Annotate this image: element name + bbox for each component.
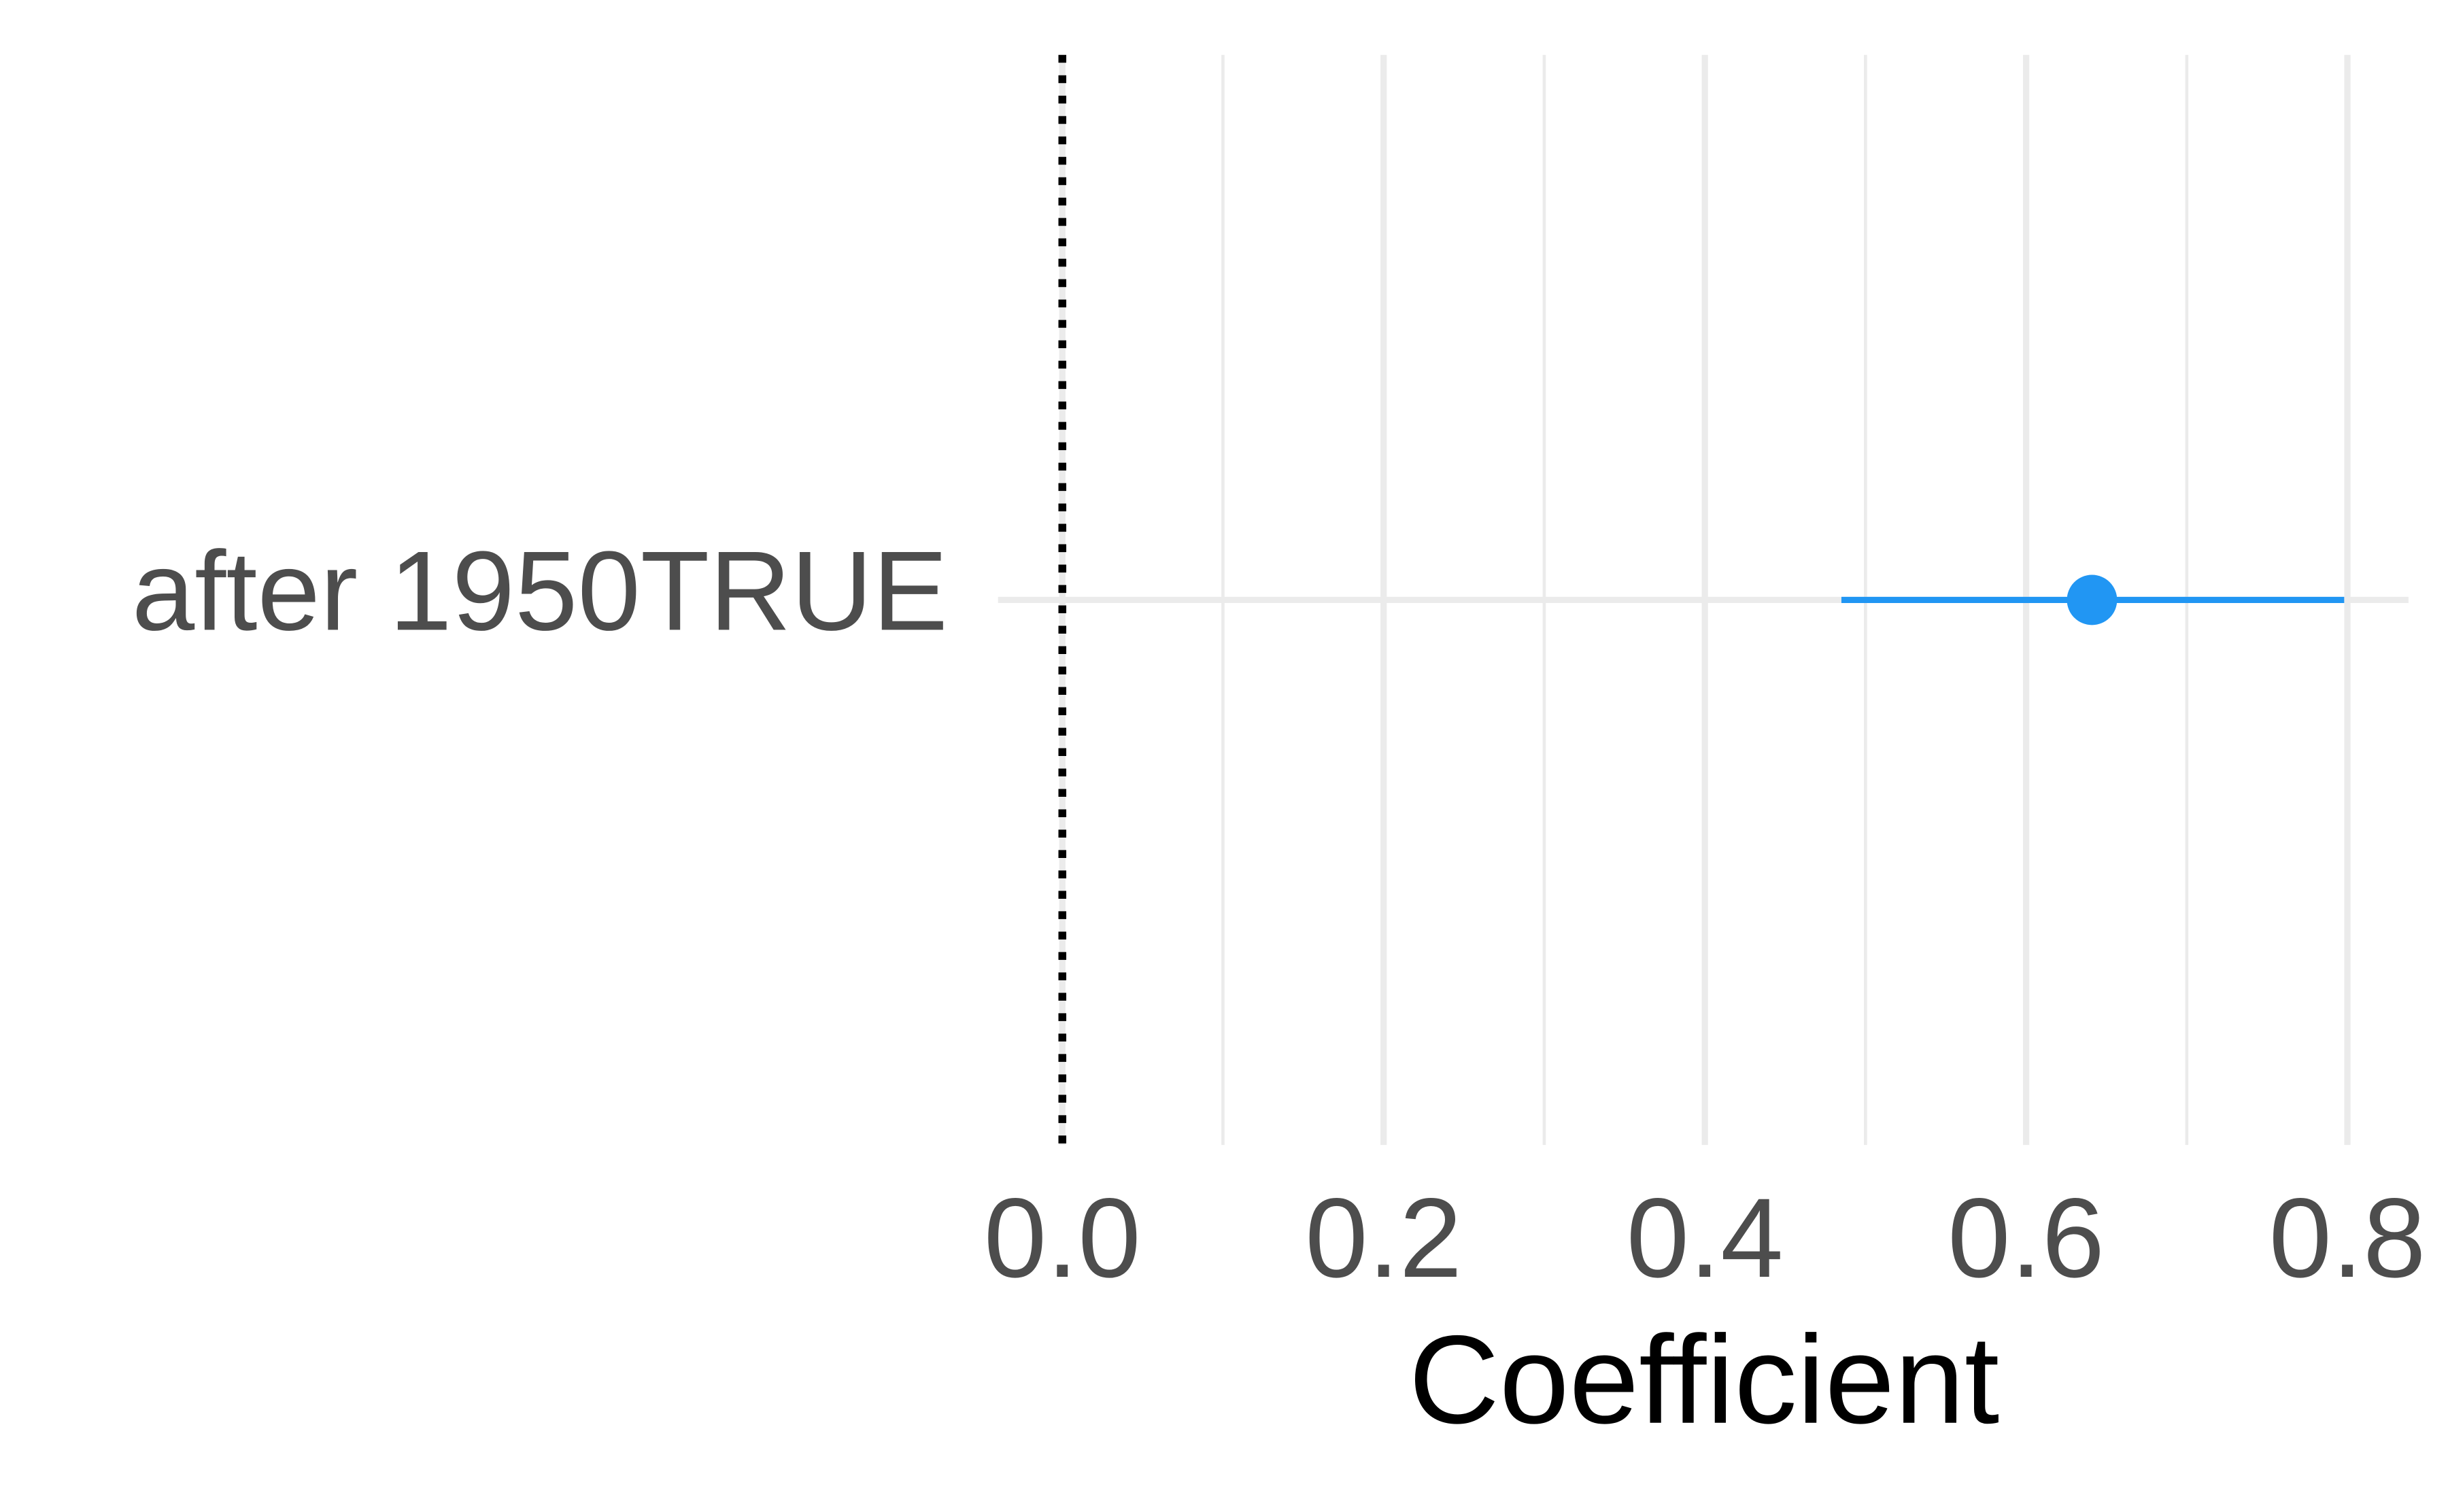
x-tick-label: 0.2 xyxy=(1305,1175,1462,1301)
x-axis-title: Coefficient xyxy=(1409,1310,2000,1450)
point xyxy=(2067,574,2118,625)
x-tick-label: 0.4 xyxy=(1627,1175,1784,1301)
y-tick-label: after 1950TRUE xyxy=(132,528,948,654)
x-tick-label: 0.8 xyxy=(2269,1175,2426,1301)
x-tick-label: 0.6 xyxy=(1948,1175,2105,1301)
x-tick-label: 0.0 xyxy=(984,1175,1141,1301)
